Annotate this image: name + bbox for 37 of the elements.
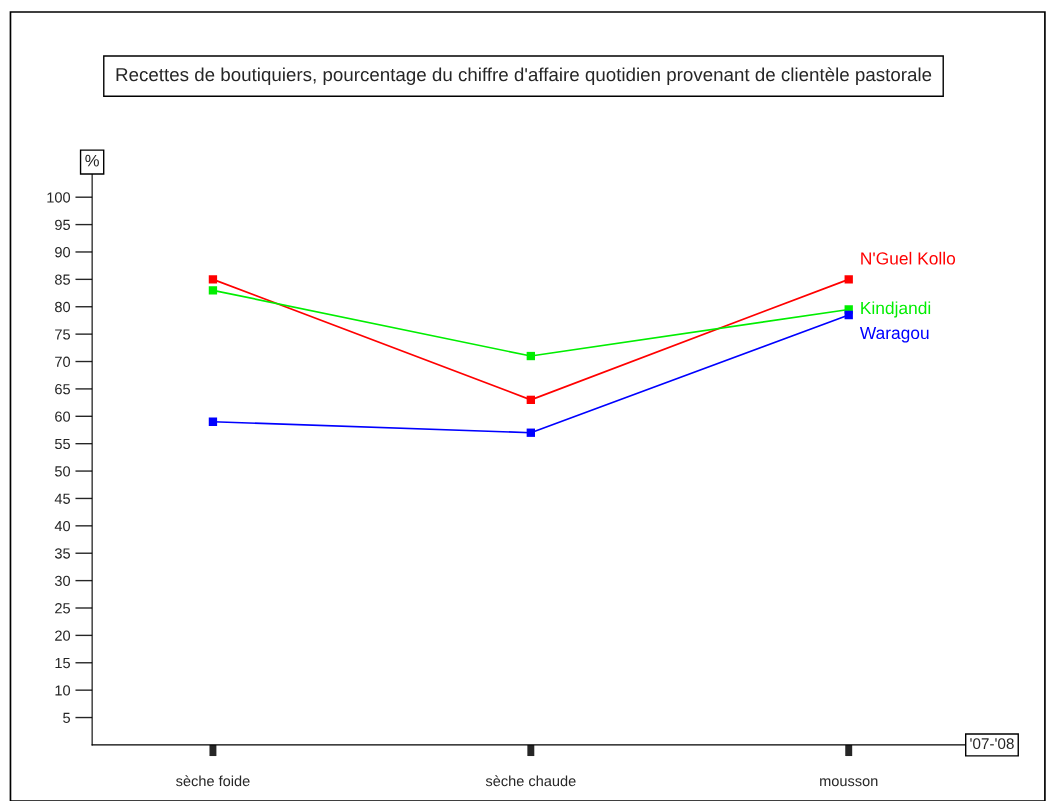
y-tick-label: 40 bbox=[54, 520, 71, 532]
x-tick-label: sèche foide bbox=[176, 775, 250, 787]
series-label: Waragou bbox=[859, 326, 929, 343]
y-tick-label: 25 bbox=[55, 603, 70, 614]
series-label: Kindjandi bbox=[861, 301, 931, 318]
y-tick-label: 10 bbox=[55, 685, 71, 696]
point bbox=[208, 286, 218, 295]
point bbox=[844, 310, 853, 320]
y-tick-label: 70 bbox=[55, 356, 71, 367]
y-tick-label: 80 bbox=[55, 301, 71, 313]
series-label: N'Guel Kollo bbox=[861, 251, 956, 265]
y-tick-label: 65 bbox=[55, 384, 70, 395]
y-tick-label: 95 bbox=[55, 219, 70, 231]
y-tick-label: 45 bbox=[54, 493, 70, 504]
y-tick-label: 55 bbox=[54, 438, 70, 450]
y-tick-label: 85 bbox=[55, 274, 70, 285]
y-axis-title: % bbox=[85, 154, 99, 167]
y-tick-label: 15 bbox=[55, 658, 70, 669]
y-tick-label: 50 bbox=[54, 466, 71, 477]
point bbox=[526, 351, 535, 361]
point bbox=[526, 395, 535, 405]
point bbox=[526, 428, 535, 437]
y-tick-label: 100 bbox=[47, 192, 71, 203]
chart-title: Recettes de boutiquiers, pourcentage du chiffre d'affaire quotidien provenant de clientèle pastorale bbox=[116, 67, 932, 85]
point bbox=[208, 275, 218, 284]
y-tick-label: 35 bbox=[54, 548, 70, 559]
x-tick-label: mousson bbox=[820, 778, 878, 787]
y-tick-label: 90 bbox=[55, 247, 71, 258]
point bbox=[844, 275, 853, 284]
x-axis-title: '07-'08 bbox=[970, 738, 1014, 750]
y-tick-label: 5 bbox=[63, 712, 70, 723]
x-tick-label: sèche chaude bbox=[485, 775, 576, 787]
y-tick-label: 60 bbox=[55, 411, 71, 422]
y-tick-label: 20 bbox=[55, 630, 71, 641]
y-tick-label: 30 bbox=[54, 575, 71, 587]
point bbox=[208, 417, 218, 426]
y-tick-label: 75 bbox=[55, 329, 70, 340]
